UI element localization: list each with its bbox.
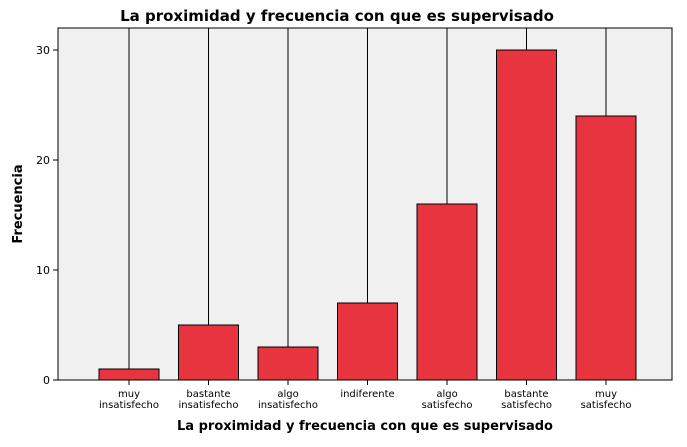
y-tick-label-1: 10 (36, 264, 50, 277)
y-tick-label-3: 30 (36, 44, 50, 57)
x-axis-title: La proximidad y frecuencia con que es su… (177, 419, 553, 434)
x-tick-label-4: algo satisfecho (422, 389, 473, 411)
y-tick-label-0: 0 (43, 374, 50, 387)
drop-lines (128, 28, 607, 369)
y-tick-label-2: 20 (36, 154, 50, 167)
bar-2 (257, 346, 319, 381)
y-axis: 0 10 20 30 (36, 44, 58, 387)
chart-title: La proximidad y frecuencia con que es su… (120, 7, 554, 25)
x-tick-label-6: muy satisfecho (581, 389, 632, 411)
bar-4 (416, 203, 478, 381)
x-tick-label-2: algo insatisfecho (258, 389, 318, 411)
bar-5 (496, 49, 557, 381)
bar-0 (98, 368, 160, 381)
x-tick-label-5: bastante satisfecho (501, 389, 552, 411)
bar-3 (337, 302, 398, 381)
x-tick-label-0: muy insatisfecho (99, 389, 159, 411)
bars (98, 49, 637, 381)
x-tick-label-1: bastante insatisfecho (179, 389, 239, 411)
y-axis-title: Frecuencia (11, 164, 26, 243)
bar-1 (178, 324, 239, 381)
x-axis: muy insatisfecho bastante insatisfecho algo i… (99, 380, 631, 411)
bar-6 (575, 115, 637, 381)
x-tick-label-3: indiferente (340, 389, 394, 400)
